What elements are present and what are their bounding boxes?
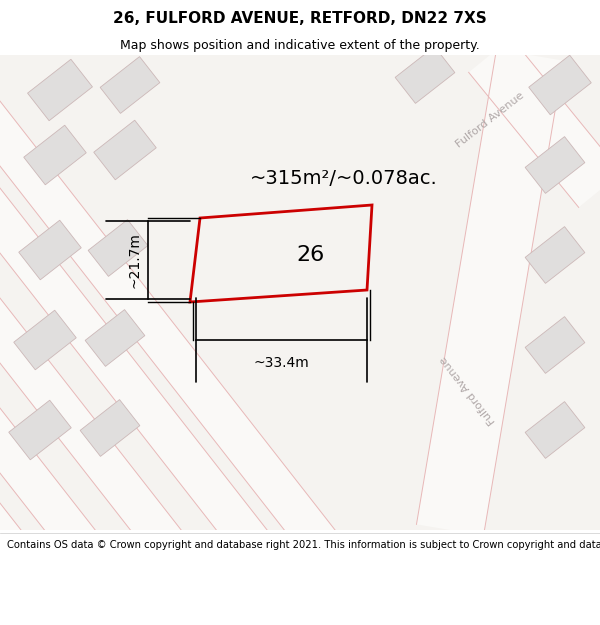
Polygon shape — [0, 292, 600, 625]
Polygon shape — [525, 137, 585, 193]
Text: ~315m²/~0.078ac.: ~315m²/~0.078ac. — [250, 169, 438, 187]
Polygon shape — [19, 220, 81, 280]
Text: Contains OS data © Crown copyright and database right 2021. This information is : Contains OS data © Crown copyright and d… — [7, 539, 600, 549]
Polygon shape — [28, 59, 92, 121]
Polygon shape — [100, 57, 160, 113]
Polygon shape — [9, 400, 71, 460]
Polygon shape — [0, 182, 600, 625]
Polygon shape — [395, 47, 455, 103]
Polygon shape — [525, 317, 585, 373]
Text: 26, FULFORD AVENUE, RETFORD, DN22 7XS: 26, FULFORD AVENUE, RETFORD, DN22 7XS — [113, 11, 487, 26]
Text: 26: 26 — [296, 245, 324, 265]
Polygon shape — [80, 399, 140, 456]
Polygon shape — [24, 125, 86, 185]
Polygon shape — [190, 205, 372, 302]
Polygon shape — [94, 120, 156, 180]
Text: ~21.7m: ~21.7m — [128, 232, 142, 288]
Text: ~33.4m: ~33.4m — [254, 356, 310, 370]
Polygon shape — [88, 219, 148, 276]
Text: Fulford Avenue: Fulford Avenue — [439, 354, 497, 426]
Polygon shape — [529, 55, 591, 115]
Polygon shape — [85, 309, 145, 366]
Polygon shape — [469, 38, 600, 208]
Polygon shape — [416, 49, 563, 536]
Polygon shape — [0, 402, 600, 625]
Polygon shape — [525, 402, 585, 458]
Text: Map shows position and indicative extent of the property.: Map shows position and indicative extent… — [120, 39, 480, 51]
Text: Fulford Avenue: Fulford Avenue — [454, 91, 526, 149]
Polygon shape — [0, 96, 600, 625]
Polygon shape — [14, 310, 76, 370]
Polygon shape — [525, 227, 585, 283]
Polygon shape — [0, 498, 600, 625]
